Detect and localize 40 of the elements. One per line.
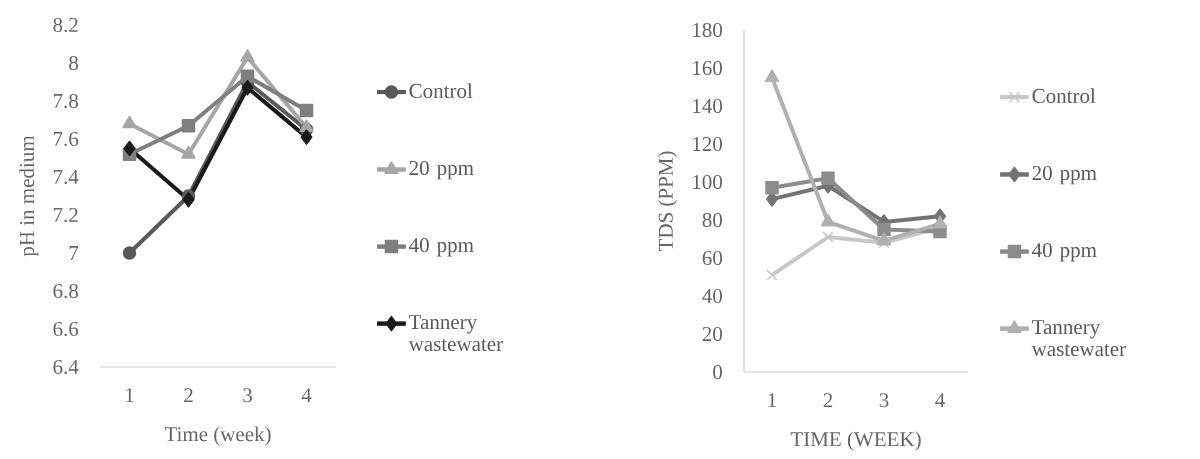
x-tick-label: 3 bbox=[243, 388, 252, 403]
y-tick-label: 7.2 bbox=[53, 207, 78, 223]
y-tick-label: 6.8 bbox=[53, 283, 79, 299]
x-tick-label: 4 bbox=[301, 388, 312, 403]
y-axis-title: TDS (PPM) bbox=[658, 151, 678, 252]
x-tick-label: 3 bbox=[879, 393, 889, 408]
y-tick-label: 120 bbox=[693, 136, 723, 152]
y-tick-label: 180 bbox=[693, 22, 723, 38]
y-tick-label: 6.4 bbox=[53, 359, 79, 375]
y-tick-label: 100 bbox=[693, 174, 723, 190]
legend-label: 20 ppm bbox=[409, 160, 474, 180]
y-tick-label: 160 bbox=[693, 60, 723, 76]
y-tick-label: 7 bbox=[69, 246, 79, 260]
x-tick-label: 1 bbox=[768, 393, 776, 408]
y-tick-label: 60 bbox=[702, 250, 723, 266]
y-tick-label: 40 bbox=[702, 288, 723, 304]
legend-label: 40 ppm bbox=[1032, 243, 1097, 262]
x-tick-label: 2 bbox=[823, 393, 833, 408]
x-axis-title: TIME (WEEK) bbox=[790, 431, 921, 451]
legend-label: 20 ppm bbox=[1032, 165, 1097, 185]
x-tick-label: 2 bbox=[184, 388, 193, 403]
legend-label: Tannery wastewater bbox=[408, 315, 503, 352]
y-tick-label: 0 bbox=[713, 364, 723, 380]
y-tick-label: 20 bbox=[702, 326, 723, 342]
y-tick-label: 8.2 bbox=[53, 17, 78, 33]
y-tick-label: 140 bbox=[693, 98, 723, 114]
y-tick-label: 8 bbox=[69, 55, 79, 71]
legend-label: Tannery wastewater bbox=[1031, 320, 1126, 357]
x-tick-label: 4 bbox=[935, 393, 945, 408]
legend-label: Control bbox=[1032, 88, 1096, 103]
y-axis-title: pH in medium bbox=[19, 135, 39, 257]
y-tick-label: 7.4 bbox=[53, 169, 79, 185]
y-tick-label: 7.6 bbox=[53, 131, 79, 147]
y-tick-label: 80 bbox=[702, 212, 723, 228]
y-tick-label: 7.8 bbox=[53, 93, 79, 109]
x-tick-label: 1 bbox=[126, 388, 134, 403]
legend-label: 40 ppm bbox=[409, 238, 474, 257]
x-axis-title: Time (week) bbox=[164, 426, 271, 446]
y-tick-label: 6.6 bbox=[53, 321, 79, 337]
legend-label: Control bbox=[409, 83, 473, 98]
